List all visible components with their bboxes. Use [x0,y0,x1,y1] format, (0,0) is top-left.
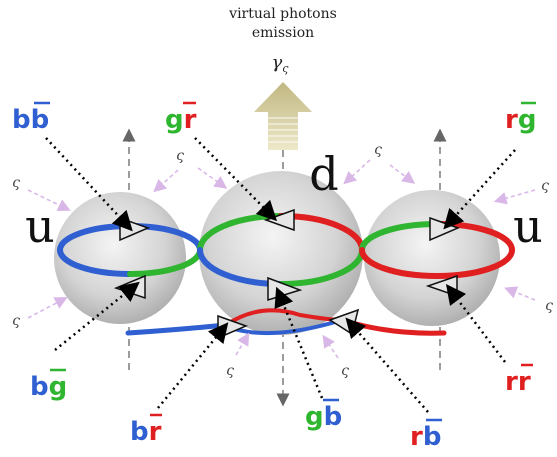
label-leader-lines [45,137,516,413]
label-bb: bb [12,101,50,135]
sigma-symbols: ς ς ς ς ς ς ς ς [12,142,553,379]
quark-label-left: u [25,199,55,253]
sigma-6: ς [226,363,234,379]
sigma-5: ς [12,313,20,329]
label-rr: rr [505,363,533,397]
quark-label-center: d [309,147,338,201]
photon-emission-arrow [254,82,312,150]
sigma-8: ς [545,298,553,314]
label-gb: gb [305,398,342,432]
label-br: br [130,413,162,447]
sigma-1: ς [12,175,20,191]
label-rg: rg [505,101,536,135]
svg-text:gb: gb [305,402,342,432]
title-line1: virtual photons [228,6,337,22]
svg-text:rr: rr [505,367,531,397]
svg-text:gr: gr [165,105,197,135]
quark-label-right: u [513,199,543,253]
sphere-center [199,171,363,335]
svg-text:rg: rg [505,105,536,135]
sphere-right [364,190,500,326]
label-gr: gr [165,101,197,135]
svg-text:bb: bb [12,105,49,135]
svg-text:bg: bg [30,372,67,402]
sphere-left [54,192,186,324]
sigma-4: ς [541,178,549,194]
sigma-2: ς [176,148,184,164]
sigma-7: ς [341,363,349,379]
svg-text:br: br [130,417,162,447]
gamma-symbol: γς [272,52,290,75]
label-rb: rb [410,418,442,452]
gluon-labels: bb gr rg bg rr br gb rb [12,101,536,452]
sigma-3: ς [374,142,382,158]
label-bg: bg [30,368,67,402]
sigma-field-arrows [27,159,536,359]
svg-text:rb: rb [410,422,441,452]
title-line2: emission [252,25,314,41]
